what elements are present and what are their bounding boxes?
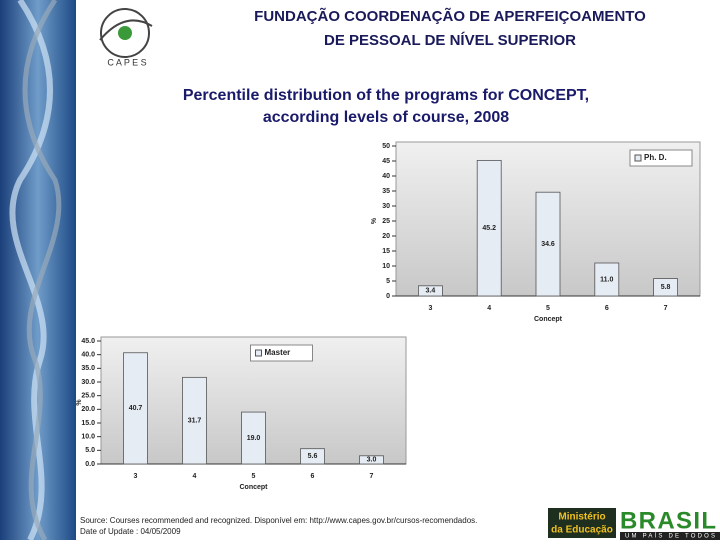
x-tick-label: 5 bbox=[252, 473, 256, 480]
ministry-box bbox=[548, 508, 616, 538]
value-label: 3.4 bbox=[426, 288, 436, 295]
bar bbox=[653, 278, 678, 297]
logo: C A P E S bbox=[99, 8, 153, 67]
x-axis-label: Concept bbox=[534, 316, 563, 323]
legend-label: Ph. D. bbox=[644, 153, 667, 162]
x-tick-label: 4 bbox=[193, 473, 197, 480]
title-line: according levels of course, 2008 bbox=[263, 109, 509, 126]
y-tick-label: 0 bbox=[386, 293, 390, 300]
y-axis-label: % bbox=[371, 217, 378, 224]
header-line: DE PESSOAL DE NÍVEL SUPERIOR bbox=[324, 32, 576, 49]
y-tick-label: 20.0 bbox=[81, 406, 95, 413]
slogan: UM PAÍS DE TODOS bbox=[625, 533, 715, 540]
x-tick-label: 7 bbox=[664, 305, 668, 312]
x-axis-label: Concept bbox=[240, 484, 269, 491]
legend-box bbox=[250, 344, 313, 362]
y-tick-label: 10 bbox=[382, 263, 390, 270]
y-tick-label: 30.0 bbox=[81, 379, 95, 386]
x-tick-label: 3 bbox=[428, 305, 432, 312]
bar bbox=[417, 285, 443, 297]
logo-text: C A P E S bbox=[107, 57, 146, 67]
value-label: 11.0 bbox=[600, 276, 613, 283]
y-tick-label: 40 bbox=[382, 173, 390, 180]
legend-box bbox=[629, 149, 693, 167]
ministry: Ministério bbox=[558, 512, 605, 523]
y-tick-label: 5 bbox=[386, 278, 390, 285]
bar bbox=[476, 159, 502, 297]
y-tick-label: 20 bbox=[382, 233, 390, 240]
legend-swatch bbox=[255, 349, 262, 357]
y-tick-label: 0.0 bbox=[85, 461, 95, 468]
x-tick-label: 6 bbox=[311, 473, 315, 480]
value-label: 5.6 bbox=[308, 453, 318, 460]
bar bbox=[182, 376, 207, 465]
bar bbox=[241, 411, 266, 465]
bar bbox=[123, 352, 148, 465]
y-tick-label: 35 bbox=[382, 188, 390, 195]
value-label: 5.8 bbox=[661, 284, 671, 291]
bar bbox=[535, 191, 561, 297]
x-tick-label: 7 bbox=[370, 473, 374, 480]
y-tick-label: 25 bbox=[382, 218, 390, 225]
bar bbox=[300, 448, 325, 465]
y-tick-label: 45.0 bbox=[81, 338, 95, 345]
title-line: Percentile distribution of the programs … bbox=[183, 87, 589, 104]
y-tick-label: 15 bbox=[382, 248, 390, 255]
slogan-bar bbox=[620, 532, 720, 540]
value-label: 31.7 bbox=[188, 418, 202, 425]
bar bbox=[359, 455, 384, 465]
x-tick-label: 5 bbox=[546, 305, 550, 312]
legend-label: Master bbox=[265, 348, 291, 357]
y-axis-label: % bbox=[76, 399, 83, 406]
ministry: da Educação bbox=[551, 525, 613, 536]
value-label: 3.0 bbox=[367, 457, 377, 464]
update-date: Date of Update : 04/05/2009 bbox=[80, 527, 181, 536]
y-tick-label: 35.0 bbox=[81, 365, 95, 372]
source: Source: Courses recommended and recogniz… bbox=[80, 516, 477, 525]
y-tick-label: 15.0 bbox=[81, 420, 95, 427]
x-tick-label: 4 bbox=[487, 305, 491, 312]
y-tick-label: 40.0 bbox=[81, 352, 95, 359]
value-label: 34.6 bbox=[541, 241, 555, 248]
brand: BRASIL bbox=[620, 507, 716, 534]
y-tick-label: 30 bbox=[382, 203, 390, 210]
x-tick-label: 6 bbox=[605, 305, 609, 312]
value-label: 40.7 bbox=[129, 405, 143, 412]
dna-helix bbox=[22, 0, 62, 542]
y-tick-label: 10.0 bbox=[81, 434, 95, 441]
value-label: 19.0 bbox=[247, 435, 261, 442]
y-tick-label: 50 bbox=[382, 143, 390, 150]
bar bbox=[594, 262, 620, 297]
header-line: FUNDAÇÃO COORDENAÇÃO DE APERFEIÇOAMENTO bbox=[254, 7, 646, 25]
dna-helix bbox=[9, 0, 53, 542]
value-label: 45.2 bbox=[482, 225, 496, 232]
y-tick-label: 5.0 bbox=[85, 447, 95, 454]
y-tick-label: 25.0 bbox=[81, 393, 95, 400]
x-tick-label: 3 bbox=[134, 473, 138, 480]
y-tick-label: 45 bbox=[382, 158, 390, 165]
legend-swatch bbox=[634, 154, 642, 162]
